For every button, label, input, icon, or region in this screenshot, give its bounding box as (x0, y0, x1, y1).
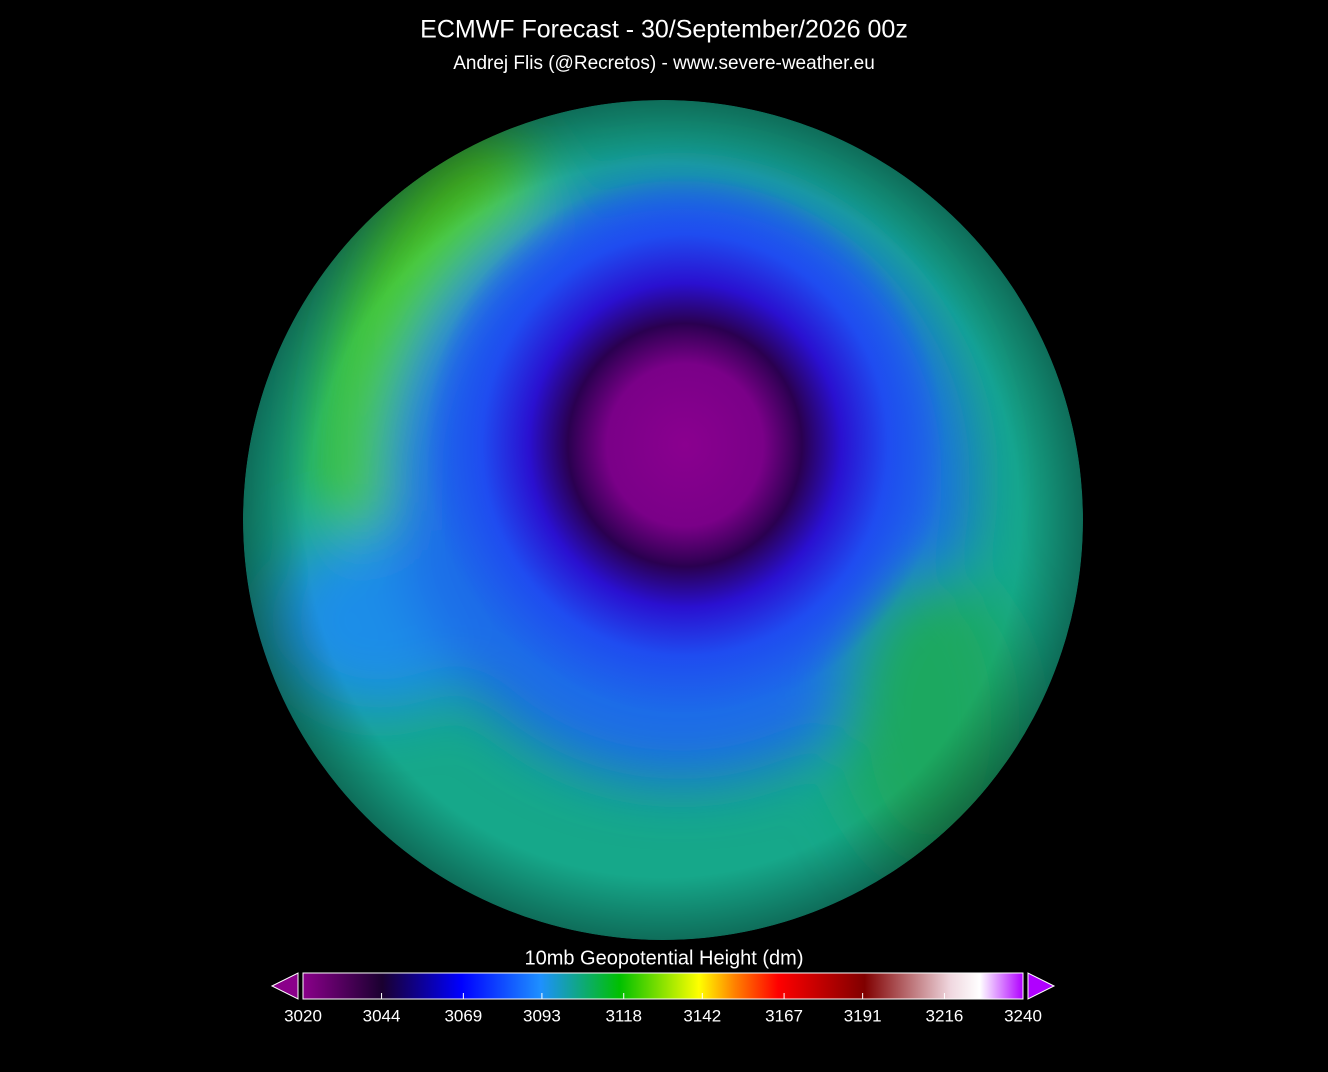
globe (243, 100, 1083, 940)
colorbar-arrow-low (270, 972, 299, 1000)
tick-label: 3044 (363, 1006, 401, 1025)
tick-label: 3142 (683, 1006, 721, 1025)
tick-label: 3093 (523, 1006, 561, 1025)
tick-label: 3216 (926, 1006, 964, 1025)
subtitle: Andrej Flis (@Recretos) - www.severe-wea… (453, 53, 875, 74)
tick-label: 3069 (444, 1006, 482, 1025)
title: ECMWF Forecast - 30/September/2026 00z (420, 16, 908, 44)
colorbar-arrow-high (1027, 972, 1056, 1000)
colorbar-label: 10mb Geopotential Height (dm) (524, 947, 803, 969)
colorbar-ticks: 3020 3044 3069 3093 3118 3142 3167 3191 3216 3240 (284, 993, 1042, 1025)
tick-label: 3167 (765, 1006, 803, 1025)
colorbar (302, 972, 1024, 1000)
tick-label: 3191 (844, 1006, 882, 1025)
tick-label: 3020 (284, 1006, 322, 1025)
tick-label: 3240 (1004, 1006, 1042, 1025)
tick-label: 3118 (605, 1006, 642, 1025)
